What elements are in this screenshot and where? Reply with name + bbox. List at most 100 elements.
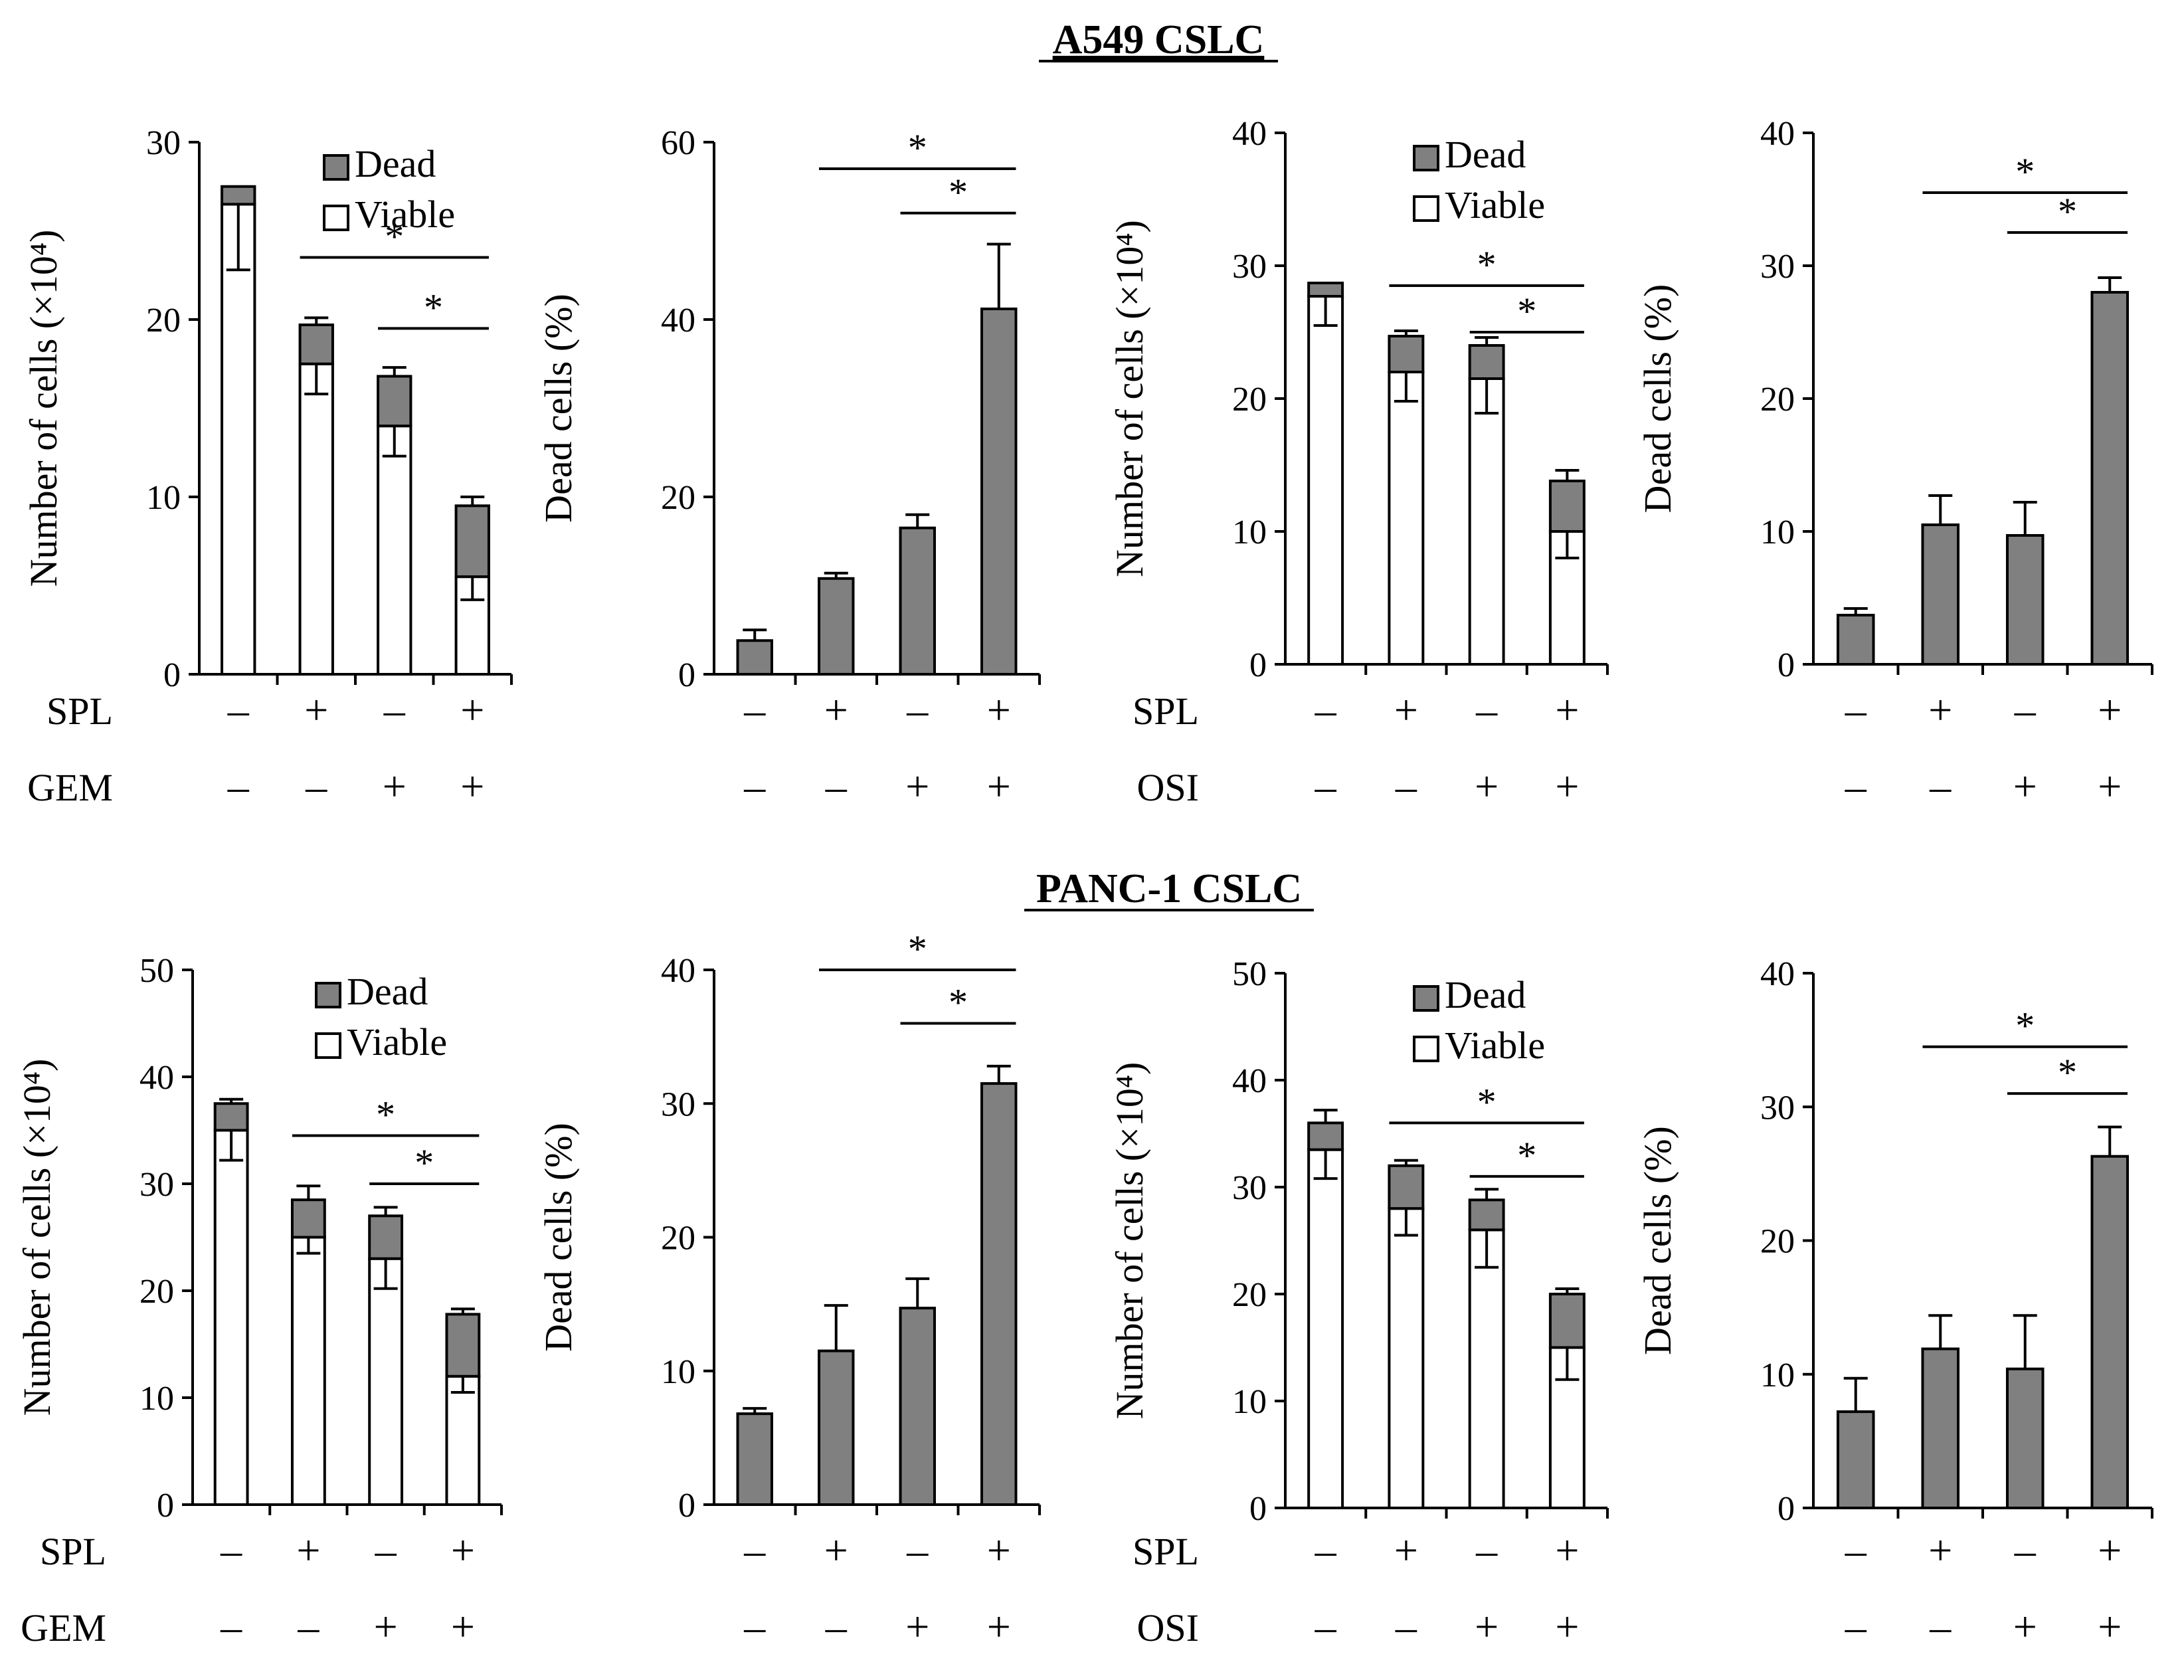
y-axis-label: Dead cells (%) (1636, 1126, 1679, 1355)
y-tick-label: 30 (1232, 248, 1267, 286)
significance-star: * (1517, 1134, 1536, 1177)
y-axis-label: Dead cells (%) (537, 1123, 580, 1352)
factor-label-gem: GEM (27, 766, 113, 809)
y-tick-label: 0 (1777, 1490, 1795, 1528)
significance-star: * (1477, 1080, 1497, 1123)
dead-percent-bar (2090, 1155, 2130, 1509)
chart-3: 0 10 20 30 40 Number of cells (×10⁴) Dead Viabl… (1108, 115, 1609, 810)
viable-bar (290, 1236, 326, 1506)
sign-minus: – (1315, 763, 1337, 810)
viable-bar (1388, 371, 1425, 666)
y-tick-label: 10 (1760, 1356, 1795, 1394)
sign-plus: + (2013, 763, 2037, 810)
sign-plus: + (905, 763, 929, 810)
legend-swatch-dead (315, 982, 341, 1008)
y-axis-label: Number of cells (×10⁴) (1108, 220, 1151, 577)
sign-plus: + (460, 686, 484, 733)
sign-minus: – (220, 1603, 242, 1650)
sign-plus: + (1394, 1527, 1418, 1574)
significance-star: * (949, 981, 968, 1024)
y-tick-label: 10 (146, 479, 181, 517)
dead-bar (290, 1198, 326, 1239)
sign-minus: – (743, 1603, 766, 1650)
legend-swatch-viable (1413, 195, 1439, 222)
y-tick-label: 40 (1760, 955, 1795, 993)
sign-minus: – (906, 1527, 929, 1574)
y-tick-label: 60 (661, 124, 695, 162)
y-tick-label: 30 (1232, 1169, 1267, 1207)
sign-plus: + (374, 1603, 398, 1650)
sign-plus: + (1555, 1527, 1579, 1574)
dead-percent-bar (2005, 534, 2045, 666)
sign-plus: + (1475, 763, 1499, 810)
sign-plus: + (2098, 1603, 2122, 1650)
dead-percent-bar (1836, 614, 1875, 666)
significance-star: * (1517, 290, 1536, 333)
y-tick-label: 0 (1249, 1490, 1267, 1528)
significance-star: * (2015, 1004, 2035, 1048)
significance-star: * (949, 171, 968, 214)
dead-bar (298, 324, 334, 365)
y-axis-label: Dead cells (%) (537, 294, 580, 523)
y-tick-label: 40 (661, 302, 695, 339)
y-axis-label: Number of cells (×10⁴) (22, 230, 65, 587)
legend-label-dead: Dead (1445, 133, 1526, 176)
significance-star: * (908, 927, 927, 971)
chart-6: 0 10 20 30 40 Dead cells (%) * * – + – + – – + + (537, 927, 1041, 1650)
y-tick-label: 30 (1760, 248, 1795, 286)
dead-bar (213, 1102, 249, 1132)
sign-plus: + (1475, 1603, 1499, 1650)
y-tick-label: 0 (163, 656, 181, 694)
y-tick-label: 0 (678, 656, 695, 694)
y-tick-label: 10 (1232, 513, 1267, 551)
dead-bar (221, 185, 256, 206)
sign-plus: + (1394, 686, 1418, 733)
sign-plus: + (905, 1603, 929, 1650)
significance-star: * (385, 215, 404, 258)
sign-plus: + (296, 1527, 320, 1574)
sign-plus: + (2013, 1603, 2037, 1650)
dead-bar (1468, 344, 1505, 380)
sign-plus: + (2098, 763, 2122, 810)
sign-minus: – (1845, 1527, 1867, 1574)
y-tick-label: 0 (678, 1487, 695, 1525)
sign-minus: – (743, 1527, 766, 1574)
dead-bar (1468, 1198, 1505, 1232)
dead-percent-bar (818, 577, 855, 676)
chart-2: 0 20 40 60 Dead cells (%) * * – + – + – – + + (537, 124, 1041, 810)
sign-minus: – (1845, 1603, 1867, 1650)
sign-plus: + (1928, 1527, 1952, 1574)
sign-plus: + (451, 1527, 475, 1574)
sign-minus: – (825, 1603, 848, 1650)
dead-percent-bar (736, 1412, 773, 1506)
sign-minus: – (297, 1603, 319, 1650)
factor-label-osi: OSI (1137, 766, 1199, 809)
y-tick-label: 0 (1777, 646, 1795, 684)
sign-minus: – (2014, 1527, 2037, 1574)
significance-star: * (2058, 1051, 2077, 1094)
sign-plus: + (987, 763, 1011, 810)
sign-plus: + (987, 1603, 1011, 1650)
dead-percent-bar (1921, 523, 1960, 666)
y-tick-label: 0 (157, 1487, 174, 1525)
y-tick-label: 20 (139, 1273, 174, 1311)
chart-8: 0 10 20 30 40 Dead cells (%) * * – + – + – – + + (1636, 955, 2153, 1650)
significance-star: * (1477, 243, 1497, 286)
sign-plus: + (304, 686, 328, 733)
sign-minus: – (743, 686, 766, 733)
dead-bar (445, 1313, 481, 1378)
y-tick-label: 20 (1232, 1276, 1267, 1314)
viable-bar (298, 362, 334, 676)
viable-bar (377, 424, 412, 676)
significance-star: * (424, 286, 443, 329)
sign-plus: + (383, 763, 407, 810)
dead-percent-bar (2005, 1367, 2045, 1509)
y-tick-label: 20 (1232, 381, 1267, 419)
dead-percent-bar (736, 639, 773, 676)
sign-minus: – (1315, 686, 1337, 733)
sign-plus: + (987, 1527, 1011, 1574)
chart-7: 0 10 20 30 40 50 Number of cells (×10⁴) Dead Via… (1108, 955, 1609, 1650)
y-tick-label: 10 (1760, 513, 1795, 551)
